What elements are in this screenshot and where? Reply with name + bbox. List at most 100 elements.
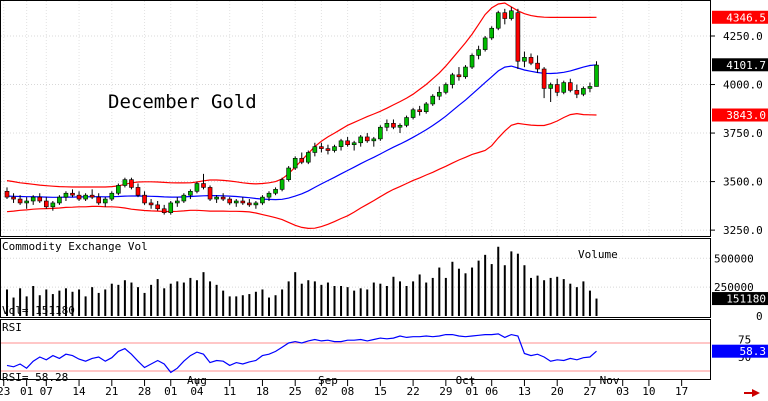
x-month-label: Aug xyxy=(187,374,207,387)
candle-body xyxy=(371,138,377,142)
candlesticks xyxy=(4,6,599,215)
x-tick-label: 06 xyxy=(485,385,498,398)
candle-body xyxy=(194,183,200,192)
rsi-tick-label: 75 xyxy=(738,334,751,347)
candle-body xyxy=(443,84,449,93)
candle-body xyxy=(417,109,422,113)
candle-body xyxy=(175,200,180,204)
candle-body xyxy=(201,183,206,188)
candle-body xyxy=(404,117,409,126)
x-tick-label: 29 xyxy=(439,385,452,398)
x-tick-label: 22 xyxy=(406,385,419,398)
candle-body xyxy=(253,202,259,206)
x-month-label: Nov xyxy=(600,374,620,387)
x-tick-label: 07 xyxy=(40,385,53,398)
x-tick-label: 27 xyxy=(583,385,596,398)
candle-body xyxy=(70,192,75,196)
rsi-readout: RSI= 58.28 xyxy=(2,371,68,384)
volume-tick-label: 250000 xyxy=(714,281,754,294)
rsi-grid xyxy=(1,342,710,372)
price-tick-label: 4250.0 xyxy=(723,30,763,43)
candle-body xyxy=(397,124,403,128)
candle-body xyxy=(325,148,331,151)
volume-tag-label: 151180 xyxy=(726,293,766,306)
candle-body xyxy=(528,57,534,64)
price-tag-box xyxy=(712,58,768,72)
candle-body xyxy=(76,194,82,200)
candle-body xyxy=(515,12,521,62)
candle-body xyxy=(463,66,468,78)
rsi-line xyxy=(6,333,597,374)
x-month-label: Oct xyxy=(456,374,476,387)
candle-body xyxy=(17,198,23,204)
x-tick-label: 11 xyxy=(223,385,236,398)
candle-body xyxy=(168,202,174,213)
candle-body xyxy=(410,109,416,118)
price-tag-label: 4346.5 xyxy=(726,11,766,24)
candle-body xyxy=(299,157,305,163)
candle-body xyxy=(469,55,475,68)
price-tick-label: 4000.0 xyxy=(723,79,763,92)
x-tick-label: 14 xyxy=(72,385,86,398)
price-tick-label: 3750.0 xyxy=(723,127,763,140)
rsi-tag-label: 58.3 xyxy=(740,345,767,358)
price-panel-frame xyxy=(0,0,711,237)
candle-body xyxy=(430,95,436,105)
candle-body xyxy=(594,64,599,87)
candle-body xyxy=(260,196,265,204)
candle-body xyxy=(522,57,527,62)
x-tick-label: 02 xyxy=(315,385,328,398)
candle-body xyxy=(476,49,481,56)
x-tick-label: 23 xyxy=(0,385,10,398)
volume-tick-label: 0 xyxy=(756,310,763,323)
candle-body xyxy=(30,196,36,202)
x-tick-label: 25 xyxy=(289,385,302,398)
candle-body xyxy=(109,192,115,200)
candle-body xyxy=(423,103,429,113)
candle-body xyxy=(155,204,160,210)
candle-body xyxy=(509,10,514,19)
x-tick-label: 04 xyxy=(190,385,204,398)
rsi-panel-frame xyxy=(0,319,711,380)
candle-body xyxy=(332,146,337,151)
candle-body xyxy=(495,12,501,29)
price-tags: 4346.5 4101.7 3843.0 151180 58.3 xyxy=(712,10,768,358)
x-tick-label: 13 xyxy=(518,385,531,398)
x-tick-label: 08 xyxy=(341,385,354,398)
candle-body xyxy=(135,187,141,196)
rsi-tag-box xyxy=(712,344,768,358)
candle-body xyxy=(286,167,291,180)
candle-body xyxy=(319,146,324,149)
candle-body xyxy=(489,27,495,39)
moving-average xyxy=(6,64,597,201)
candle-body xyxy=(96,196,101,204)
candle-body xyxy=(574,90,580,95)
candle-body xyxy=(587,86,593,89)
x-tick-label: 15 xyxy=(374,385,387,398)
candle-body xyxy=(502,12,508,19)
candle-body xyxy=(456,74,462,78)
candle-body xyxy=(351,142,357,146)
candle-body xyxy=(24,200,29,204)
candle-body xyxy=(273,189,278,194)
x-tick-label: 21 xyxy=(105,385,118,398)
x-tick-label: 10 xyxy=(642,385,655,398)
candle-body xyxy=(364,136,370,142)
candle-body xyxy=(541,68,547,89)
scroll-right-icon[interactable] xyxy=(752,389,760,397)
candle-body xyxy=(142,194,147,204)
candle-body xyxy=(57,196,62,204)
candle-body xyxy=(116,185,121,194)
candle-body xyxy=(161,208,167,213)
candle-body xyxy=(567,82,573,91)
volume-panel-label: Commodity Exchange Vol xyxy=(2,240,148,253)
x-axis: 23 01 07 14 21 28 01 04 11 18 25 02 08 15 22 29 01 06 13 20… xyxy=(0,374,688,398)
volume-series-label: Volume xyxy=(578,248,618,261)
x-tick-label: 20 xyxy=(551,385,564,398)
rsi-panel-label: RSI xyxy=(2,321,22,334)
candle-body xyxy=(207,187,213,200)
candle-body xyxy=(266,192,272,198)
candle-body xyxy=(4,190,10,198)
candle-body xyxy=(181,194,187,202)
candle-body xyxy=(247,202,252,206)
